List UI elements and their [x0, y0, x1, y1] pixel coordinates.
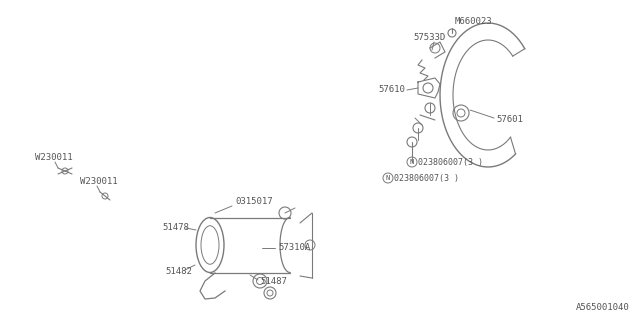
Text: 0315017: 0315017 — [235, 197, 273, 206]
Text: 023806007(3 ): 023806007(3 ) — [418, 157, 483, 166]
Text: 51478: 51478 — [162, 223, 189, 233]
Text: 57610: 57610 — [378, 85, 405, 94]
Text: W230011: W230011 — [80, 178, 118, 187]
Text: 51487: 51487 — [260, 277, 287, 286]
Text: M660023: M660023 — [455, 18, 493, 27]
Text: W230011: W230011 — [35, 153, 72, 162]
Text: 57533D: 57533D — [413, 34, 445, 43]
Text: N: N — [386, 175, 390, 181]
Text: A565001040: A565001040 — [576, 303, 630, 313]
Text: 023806007(3 ): 023806007(3 ) — [394, 173, 459, 182]
Text: 51482: 51482 — [165, 268, 192, 276]
Text: 57601: 57601 — [496, 116, 523, 124]
Text: N: N — [410, 159, 414, 165]
Text: 57310A: 57310A — [278, 244, 310, 252]
